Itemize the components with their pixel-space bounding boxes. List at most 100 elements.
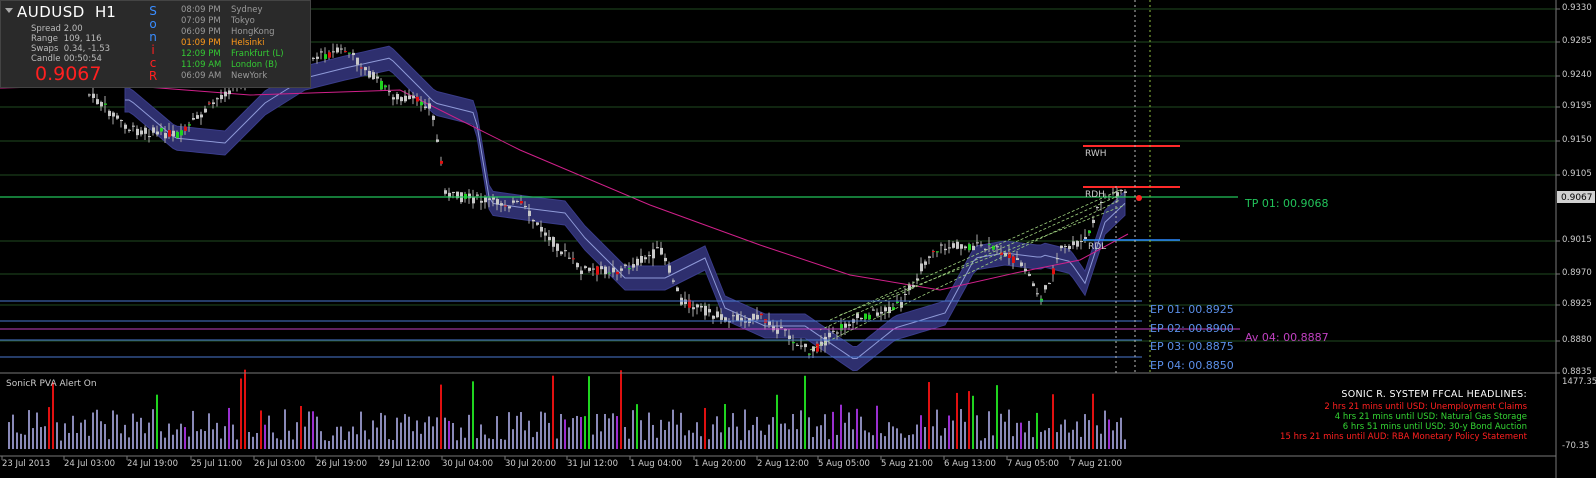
candle-body [976,242,979,244]
volume-bar [696,422,698,449]
candle-body [140,130,143,135]
candle-body [724,317,727,322]
trend-channel-line [839,204,1126,316]
volume-bar [372,420,374,449]
volume-bar [768,424,770,449]
volume-bar [976,415,978,449]
stat-candle: Candle 00:50:54 [31,54,102,64]
rdh-label: RDH [1085,190,1105,200]
volume-bar [576,415,578,449]
candle-body [408,95,411,100]
candle-body [224,91,227,97]
candle-body [588,267,591,271]
candle-body [520,201,523,204]
sonic-letter: o [149,17,157,31]
volume-bar [124,424,126,449]
price-tick-label: 0.9015 [1562,235,1592,245]
candle-body [220,94,223,100]
volume-bar [896,428,898,449]
candle-body [136,128,139,136]
candle-body [172,130,175,137]
candle-body [828,332,831,338]
candle-body [992,245,995,250]
volume-bar [876,405,878,449]
candle-body [752,313,755,320]
volume-bar [780,423,782,449]
candle-body [576,263,579,268]
volume-bar [820,425,822,449]
volume-bar [900,433,902,449]
candle-body [916,278,919,281]
candle-body [556,243,559,251]
volume-bar [596,413,598,449]
volume-bar [440,384,442,449]
volume-bar [1100,433,1102,449]
candle-body [568,257,571,259]
volume-bar [1024,432,1026,449]
time-tick-label: 25 Jul 11:00 [191,459,242,469]
volume-bar [1112,430,1114,449]
volume-bar [584,416,586,449]
volume-bar [96,409,98,449]
volume-bar [176,429,178,449]
candle-body [324,54,327,59]
time-tick-label: 6 Aug 13:00 [944,459,996,469]
candle-body [968,244,971,251]
candle-body [796,344,799,346]
candle-body [152,127,155,133]
volume-bar [248,431,250,449]
volume-bar [280,439,282,449]
volume-axis-top: 1477.35 [1562,377,1596,387]
volume-bar [384,415,386,449]
candle-body [336,47,339,53]
candle-body [660,247,663,255]
volume-bar [812,437,814,449]
ffcal-headlines: SONIC R. SYSTEM FFCAL HEADLINES: 2 hrs 2… [1280,390,1527,443]
candle-body [1012,256,1015,263]
volume-bar [928,382,930,449]
candle-body [364,67,367,71]
candle-body [1068,245,1071,250]
candle-body [832,330,835,332]
volume-bar [456,440,458,449]
volume-bar [980,440,982,449]
volume-bar [692,432,694,449]
candle-body [956,241,959,249]
volume-bar [528,420,530,449]
volume-bar [924,426,926,449]
volume-bar [944,428,946,449]
volume-bar [1068,432,1070,449]
sonic-letter: i [151,43,155,57]
time-tick-label: 7 Aug 21:00 [1070,459,1122,469]
candle-body [1052,268,1055,275]
candle-body [632,264,635,268]
volume-bar [236,439,238,449]
volume-bar [972,395,974,449]
volume-bar [956,392,958,449]
volume-bar [368,439,370,449]
candle-body [1048,283,1051,285]
candle-body [440,160,443,164]
candle-body [700,305,703,308]
volume-bar [532,437,534,449]
time-tick-label: 31 Jul 12:00 [567,459,618,469]
volume-bar [808,417,810,449]
headline-item: 15 hrs 21 mins until AUD: RBA Monetary P… [1280,432,1527,442]
candle-body [672,280,675,282]
candle-body [928,256,931,258]
candle-body [476,194,479,196]
volume-bar [380,412,382,449]
collapse-triangle-icon[interactable] [5,8,13,13]
candle-body [204,108,207,113]
volume-bar [612,413,614,449]
candle-body [184,126,187,131]
time-tick-label: 2 Aug 12:00 [757,459,809,469]
volume-bar [276,438,278,449]
candle-body [560,251,563,255]
volume-bar [336,426,338,449]
volume-bar [836,434,838,449]
volume-bar [180,423,182,449]
volume-bar [20,433,22,449]
